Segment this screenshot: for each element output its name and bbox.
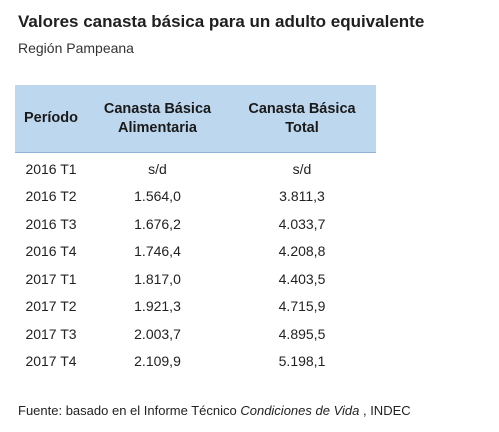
cell-alimentaria: 2.109,9	[134, 353, 181, 370]
table-row: 2016 T2 1.564,0 3.811,3	[15, 183, 376, 211]
header-total-line1: Canasta Básica	[248, 100, 356, 117]
table-body: 2016 T1 s/d s/d 2016 T2 1.564,0 3.811,3 …	[15, 152, 376, 376]
page-title: Valores canasta básica para un adulto eq…	[18, 12, 425, 31]
header-alimentaria-line2: Alimentaria	[118, 119, 197, 136]
cell-total: 3.811,3	[279, 188, 325, 205]
cell-periodo: 2016 T1	[15, 152, 87, 183]
header-periodo-label: Período	[24, 110, 78, 126]
table-row: 2017 T4 2.109,9 5.198,1	[15, 348, 376, 376]
table-row: 2017 T2 1.921,3 4.715,9	[15, 293, 376, 321]
header-total: Canasta Básica Total	[228, 85, 376, 153]
table-header: Período Canasta Básica Alimentaria Canas…	[15, 85, 376, 153]
source-note: Fuente: basado en el Informe Técnico Con…	[18, 403, 411, 418]
cell-total: 4.895,5	[278, 325, 326, 342]
source-note-suffix: , INDEC	[359, 403, 411, 418]
cell-periodo: 2016 T4	[25, 243, 77, 260]
canasta-table: Período Canasta Básica Alimentaria Canas…	[15, 85, 376, 375]
cell-periodo: 2016 T3	[25, 215, 77, 232]
cell-total: s/d	[228, 152, 376, 183]
cell-alimentaria: s/d	[87, 152, 228, 183]
cell-periodo: 2017 T3	[25, 325, 77, 342]
cell-alimentaria: 2.003,7	[134, 325, 181, 342]
page-subtitle: Región Pampeana	[18, 40, 134, 56]
cell-alimentaria: 1.676,2	[134, 215, 181, 232]
table-row: 2016 T4 1.746,4 4.208,8	[15, 238, 376, 266]
cell-alimentaria: 1.817,0	[134, 270, 181, 287]
header-periodo: Período	[15, 85, 87, 153]
cell-total: 4.715,9	[278, 298, 326, 315]
header-alimentaria: Canasta Básica Alimentaria	[87, 85, 228, 153]
table-row: 2017 T3 2.003,7 4.895,5	[15, 320, 376, 348]
cell-total: 4.403,5	[278, 270, 326, 287]
table-row: 2016 T3 1.676,2 4.033,7	[15, 210, 376, 238]
cell-periodo: 2017 T2	[25, 298, 77, 315]
table-row: 2017 T1 1.817,0 4.403,5	[15, 265, 376, 293]
cell-periodo: 2017 T4	[25, 353, 77, 370]
cell-total: 5.198,1	[278, 353, 326, 370]
source-note-prefix: Fuente: basado en el Informe Técnico	[18, 403, 241, 418]
table-header-row: Período Canasta Básica Alimentaria Canas…	[15, 85, 376, 153]
cell-periodo: 2016 T2	[25, 188, 77, 205]
source-note-report-name: Condiciones de Vida	[240, 403, 360, 418]
cell-periodo: 2017 T1	[25, 270, 77, 287]
cell-total: 4.033,7	[278, 215, 326, 232]
cell-alimentaria: 1.921,3	[134, 298, 181, 315]
header-total-line2: Total	[285, 119, 319, 136]
cell-alimentaria: 1.564,0	[134, 188, 181, 205]
cell-alimentaria: 1.746,4	[134, 243, 181, 260]
table-row: 2016 T1 s/d s/d	[15, 152, 376, 183]
header-alimentaria-line1: Canasta Básica	[103, 100, 212, 117]
cell-total: 4.208,8	[278, 243, 326, 260]
